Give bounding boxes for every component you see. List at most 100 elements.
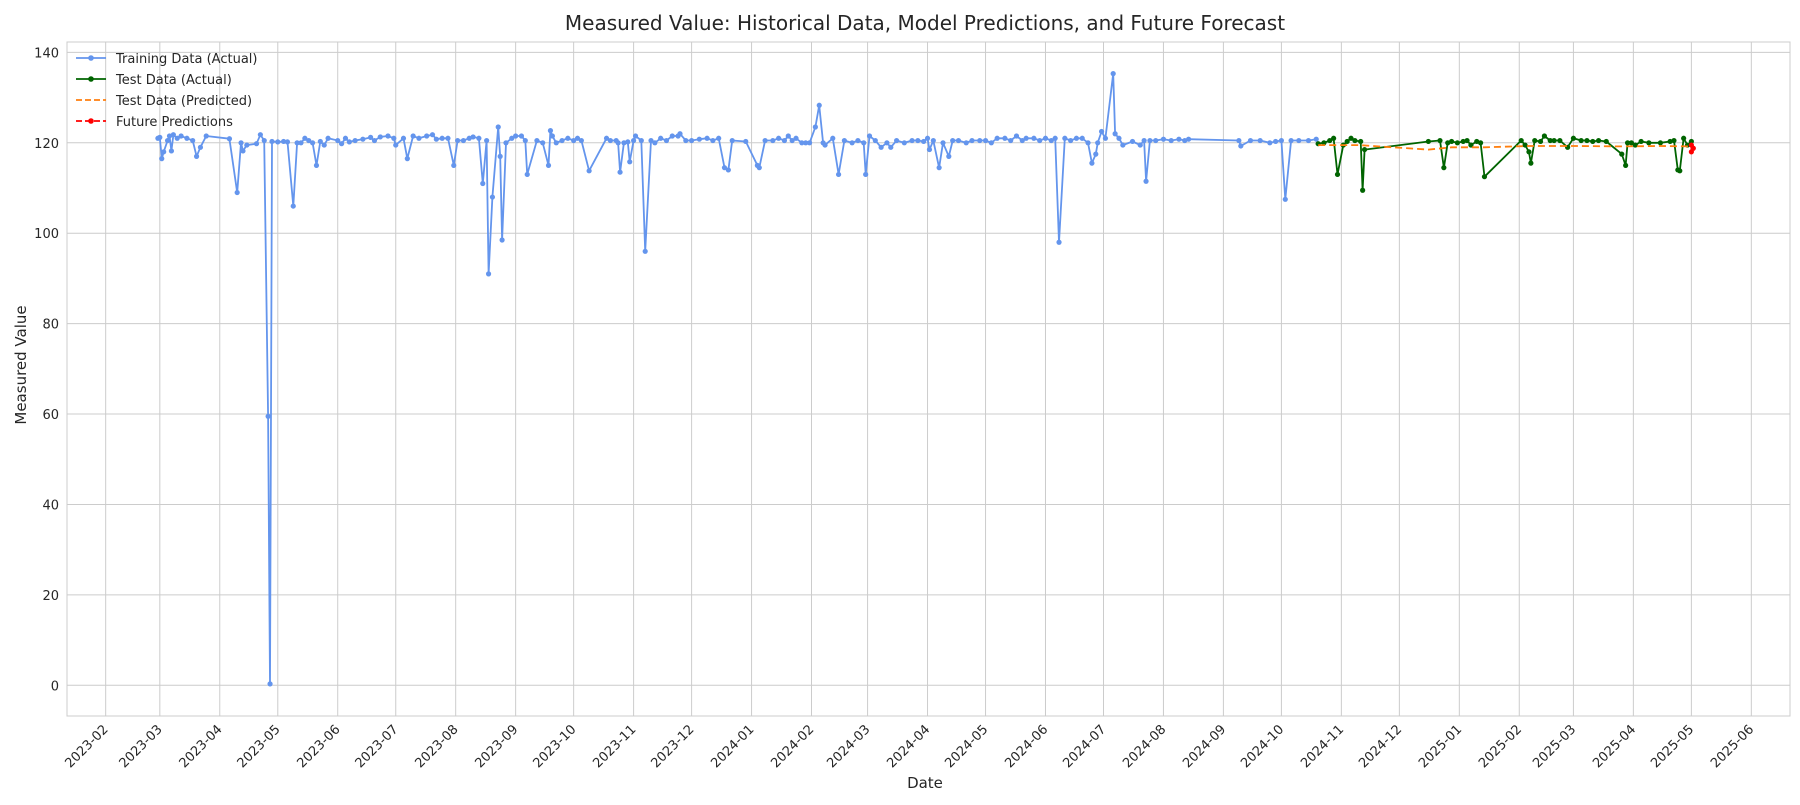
legend-label: Training Data (Actual) bbox=[115, 52, 257, 67]
data-point bbox=[157, 134, 163, 140]
data-point bbox=[1657, 140, 1664, 146]
y-tick-label: 20 bbox=[42, 589, 59, 604]
data-point bbox=[822, 142, 828, 148]
data-point bbox=[1023, 135, 1029, 141]
data-point bbox=[1120, 142, 1126, 148]
y-tick-label: 100 bbox=[34, 227, 59, 242]
data-point bbox=[1632, 142, 1638, 148]
data-point bbox=[785, 133, 791, 139]
data-point bbox=[1352, 137, 1358, 144]
data-point bbox=[915, 137, 921, 144]
data-point bbox=[1628, 140, 1635, 146]
data-point bbox=[1019, 137, 1025, 144]
data-point bbox=[812, 124, 818, 130]
data-point bbox=[495, 124, 501, 130]
data-point bbox=[921, 138, 927, 145]
data-point bbox=[298, 140, 304, 146]
data-point bbox=[1093, 151, 1099, 157]
data-point bbox=[1068, 137, 1074, 144]
series-3 bbox=[1688, 142, 1696, 155]
data-point bbox=[352, 137, 358, 144]
data-point bbox=[385, 133, 391, 139]
legend-label: Future Predictions bbox=[116, 115, 233, 130]
data-point bbox=[1437, 137, 1443, 144]
data-point bbox=[1464, 137, 1470, 144]
data-point bbox=[1603, 138, 1609, 145]
data-point bbox=[317, 138, 323, 145]
data-point bbox=[545, 162, 552, 169]
data-point bbox=[1048, 137, 1054, 144]
data-point bbox=[909, 137, 915, 144]
data-point bbox=[1062, 135, 1068, 141]
series-layer bbox=[155, 71, 1696, 687]
data-point bbox=[1526, 149, 1532, 155]
data-point bbox=[1073, 135, 1080, 141]
data-point bbox=[565, 135, 571, 141]
data-point bbox=[325, 135, 331, 141]
y-tick-label: 120 bbox=[34, 137, 59, 152]
y-tick-label: 60 bbox=[42, 408, 59, 423]
data-point bbox=[1116, 135, 1122, 141]
data-point bbox=[1110, 71, 1116, 77]
data-point bbox=[1578, 137, 1584, 144]
y-tick-label: 0 bbox=[51, 679, 59, 694]
data-point bbox=[275, 139, 281, 145]
data-point bbox=[499, 237, 505, 243]
data-point bbox=[884, 140, 890, 146]
data-point bbox=[1537, 138, 1544, 145]
data-point bbox=[238, 140, 244, 146]
data-point bbox=[338, 141, 345, 147]
data-point bbox=[321, 142, 327, 148]
series-line bbox=[1318, 144, 1692, 151]
data-point bbox=[658, 135, 664, 141]
data-point bbox=[1313, 136, 1319, 142]
data-point bbox=[1361, 146, 1368, 153]
data-point bbox=[489, 194, 496, 200]
data-point bbox=[193, 153, 200, 159]
data-point bbox=[1681, 135, 1687, 141]
data-point bbox=[1358, 138, 1364, 145]
data-point bbox=[1056, 239, 1062, 245]
data-point bbox=[729, 137, 735, 144]
data-point bbox=[170, 132, 176, 138]
data-point bbox=[855, 137, 861, 144]
data-point bbox=[652, 140, 658, 146]
data-point bbox=[1273, 138, 1279, 145]
legend-label: Test Data (Predicted) bbox=[115, 94, 252, 109]
data-point bbox=[335, 137, 341, 144]
data-point bbox=[888, 144, 894, 150]
data-point bbox=[513, 133, 519, 139]
data-point bbox=[404, 156, 410, 162]
data-point bbox=[1595, 137, 1602, 144]
data-point bbox=[578, 137, 584, 144]
data-point bbox=[721, 165, 728, 171]
data-point bbox=[161, 149, 167, 155]
data-point bbox=[1623, 162, 1629, 169]
data-point bbox=[924, 135, 931, 141]
data-point bbox=[257, 132, 263, 138]
data-point bbox=[455, 137, 461, 144]
data-point bbox=[1176, 136, 1182, 142]
data-point bbox=[963, 140, 969, 146]
data-point bbox=[1296, 137, 1302, 144]
y-axis-label: Measured Value bbox=[12, 305, 30, 424]
data-point bbox=[1257, 137, 1263, 144]
data-point bbox=[950, 137, 956, 144]
data-point bbox=[313, 162, 320, 169]
data-point bbox=[648, 137, 654, 144]
data-point bbox=[1305, 137, 1312, 144]
data-point bbox=[497, 153, 503, 159]
data-point bbox=[926, 146, 933, 153]
data-point bbox=[164, 137, 171, 144]
data-point bbox=[534, 137, 540, 144]
data-point bbox=[861, 140, 867, 146]
data-point bbox=[269, 138, 275, 145]
data-point bbox=[936, 165, 942, 171]
data-point bbox=[1532, 137, 1538, 144]
data-point bbox=[1247, 137, 1254, 144]
data-point bbox=[1688, 138, 1694, 145]
series-1 bbox=[1315, 133, 1694, 193]
data-point bbox=[1425, 138, 1431, 145]
data-point bbox=[1541, 133, 1548, 139]
